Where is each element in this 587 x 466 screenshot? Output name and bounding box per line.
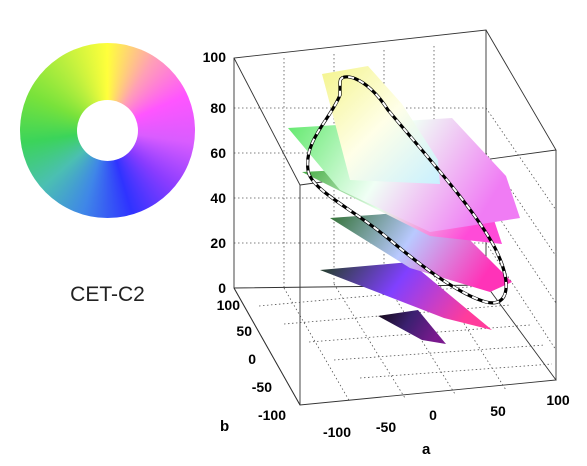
colormap-wheel-center: [77, 100, 138, 161]
z-tick: 0: [218, 280, 226, 296]
colormap-name: CET-C2: [70, 283, 145, 306]
a-tick: 50: [490, 403, 506, 419]
a-tick: 0: [429, 407, 437, 423]
b-ticks: 100 50 0 -50 -100: [217, 297, 287, 423]
b-tick: -50: [252, 379, 272, 395]
a-tick: 100: [546, 392, 570, 408]
b-tick: 100: [217, 297, 241, 313]
lab-slices: [288, 66, 520, 344]
colormap-wheel: [20, 43, 195, 218]
b-tick: 50: [236, 323, 252, 339]
z-tick: 20: [210, 235, 226, 251]
slice-l15: [378, 310, 446, 344]
axes-box: [233, 29, 557, 406]
b-tick: 0: [248, 351, 256, 367]
a-tick: -100: [323, 424, 351, 440]
colormap-wheel-ring: [20, 43, 195, 218]
slice-l30: [320, 262, 492, 330]
slice-l90: [322, 66, 440, 184]
z-ticks: 0 20 40 60 80 100: [203, 49, 227, 296]
z-tick: 80: [210, 100, 226, 116]
z-tick: 40: [210, 190, 226, 206]
a-tick: -50: [376, 419, 396, 435]
a-ticks: -100 -50 0 50 100: [323, 392, 570, 440]
z-tick: 60: [210, 145, 226, 161]
z-tick: 100: [203, 49, 227, 65]
b-axis-label: b: [220, 418, 229, 435]
b-tick: -100: [258, 407, 286, 423]
a-axis-label: a: [422, 441, 431, 458]
lab-3d-plot: 0 20 40 60 80 100 100 50 0 -50 -100 -100…: [203, 29, 570, 458]
colormap-path: [306, 75, 508, 305]
